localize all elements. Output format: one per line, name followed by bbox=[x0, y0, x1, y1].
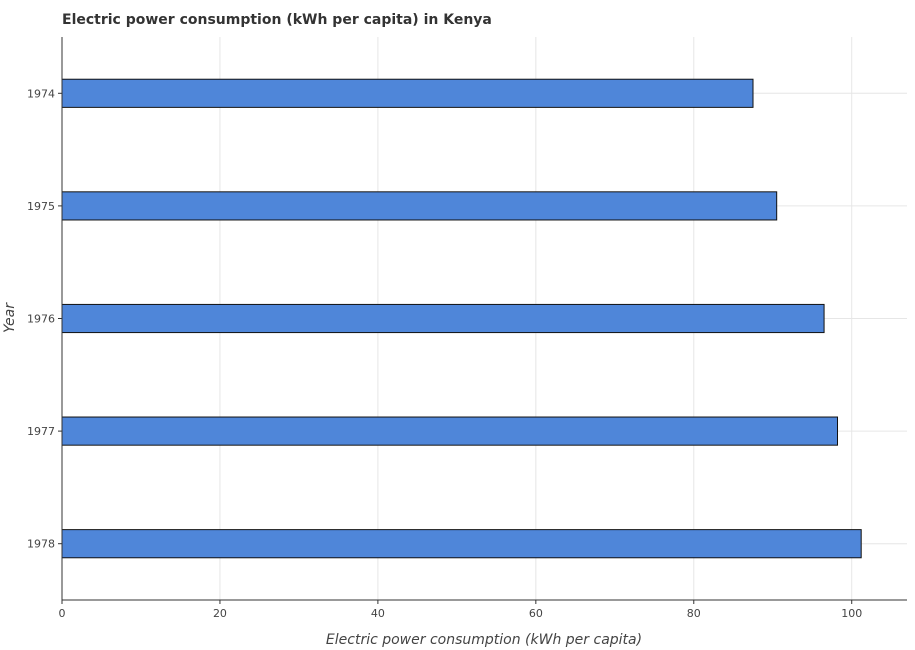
x-tick-label: 100 bbox=[841, 607, 862, 620]
bar-1974 bbox=[61, 78, 754, 108]
x-tick-label: 20 bbox=[213, 607, 227, 620]
bar-1978 bbox=[61, 529, 862, 559]
y-tick-label: 1976 bbox=[27, 313, 55, 326]
y-axis-label: Year bbox=[2, 302, 18, 333]
y-tick-label: 1977 bbox=[27, 425, 55, 438]
y-tick-label: 1978 bbox=[27, 538, 55, 551]
bar-1977 bbox=[61, 416, 839, 446]
bar-1975 bbox=[61, 191, 778, 221]
x-tick-label: 80 bbox=[687, 607, 701, 620]
y-tick-label: 1975 bbox=[27, 200, 55, 213]
x-tick-label: 60 bbox=[529, 607, 543, 620]
bar-1976 bbox=[61, 303, 825, 334]
chart-title: Electric power consumption (kWh per capi… bbox=[62, 12, 492, 28]
x-axis-label: Electric power consumption (kWh per capi… bbox=[326, 632, 642, 648]
bars bbox=[61, 78, 862, 559]
axes: 0 20 40 60 80 100 1974 1975 1976 1977 1978 bbox=[27, 37, 907, 620]
x-tick-label: 40 bbox=[371, 607, 385, 620]
x-tick-label: 0 bbox=[59, 607, 66, 620]
y-tick-label: 1974 bbox=[27, 87, 55, 100]
